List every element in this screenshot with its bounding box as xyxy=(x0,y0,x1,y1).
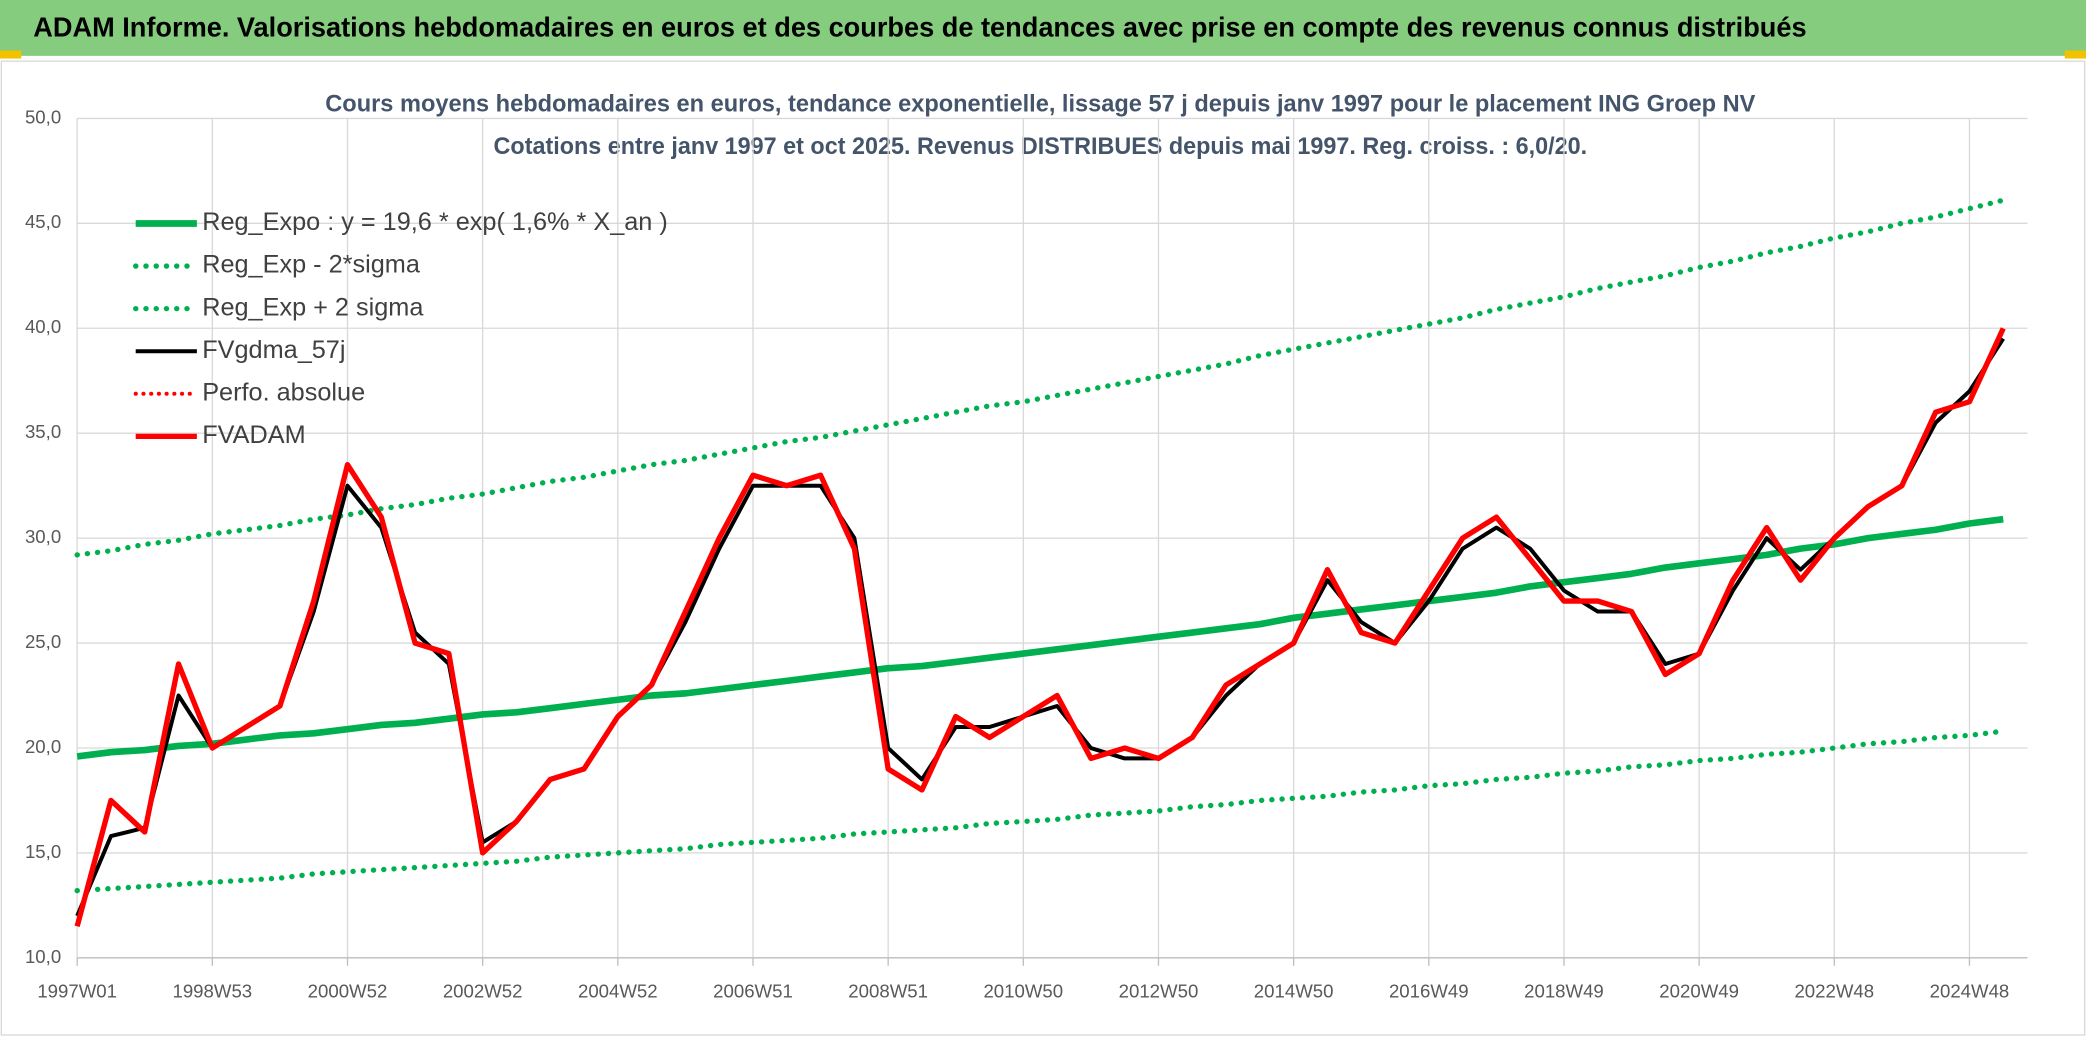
series-line xyxy=(74,728,2006,894)
y-tick-label: 40,0 xyxy=(25,316,61,337)
x-tick-label: 2010W50 xyxy=(983,980,1063,1001)
y-tick-label: 35,0 xyxy=(25,421,61,442)
x-tick-label: 2004W52 xyxy=(578,980,658,1001)
corner-mark xyxy=(2064,50,2086,59)
x-tick-label: 2012W50 xyxy=(1119,980,1199,1001)
chart-subtitle: Cotations entre janv 1997 et oct 2025. R… xyxy=(494,133,1588,160)
series-line xyxy=(74,197,2006,558)
legend-label: FVADAM xyxy=(202,421,305,449)
x-tick-label: 2006W51 xyxy=(713,980,793,1001)
series-line xyxy=(75,337,2005,917)
legend-label: Reg_Expo : y = 19,6 * exp( 1,6% * X_an ) xyxy=(202,208,668,236)
series-line xyxy=(74,327,2006,928)
header-band xyxy=(0,0,2086,56)
x-tick-label: 2024W48 xyxy=(1930,980,2010,1001)
legend-label: Perfo. absolue xyxy=(202,378,365,406)
chart-frame xyxy=(0,60,2086,1036)
series-line xyxy=(76,515,2004,760)
y-tick-label: 30,0 xyxy=(25,526,61,547)
corner-mark xyxy=(0,50,22,59)
x-tick-label: 2020W49 xyxy=(1659,980,1739,1001)
y-tick-label: 15,0 xyxy=(25,841,61,862)
x-tick-label: 2018W49 xyxy=(1524,980,1604,1001)
chart-title: Cours moyens hebdomadaires en euros, ten… xyxy=(325,90,1755,117)
x-tick-label: 1998W53 xyxy=(172,980,252,1001)
x-tick-label: 2016W49 xyxy=(1389,980,1469,1001)
y-tick-label: 45,0 xyxy=(25,211,61,232)
x-tick-label: 2008W51 xyxy=(848,980,928,1001)
y-tick-label: 10,0 xyxy=(25,946,61,967)
x-tick-label: 2000W52 xyxy=(308,980,388,1001)
x-tick-label: 2002W52 xyxy=(443,980,523,1001)
y-tick-label: 25,0 xyxy=(25,631,61,652)
x-tick-label: 1997W01 xyxy=(37,980,117,1001)
legend-label: FVgdma_57j xyxy=(202,336,345,364)
legend-label: Reg_Exp + 2 sigma xyxy=(202,293,424,321)
header-title: ADAM Informe. Valorisations hebdomadaire… xyxy=(33,12,1806,43)
x-tick-label: 2014W50 xyxy=(1254,980,1334,1001)
grid xyxy=(76,117,2028,959)
y-tick-label: 20,0 xyxy=(25,736,61,757)
y-tick-label: 50,0 xyxy=(25,106,61,127)
x-tick-label: 2022W48 xyxy=(1794,980,1874,1001)
legend-label: Reg_Exp - 2*sigma xyxy=(202,251,421,279)
